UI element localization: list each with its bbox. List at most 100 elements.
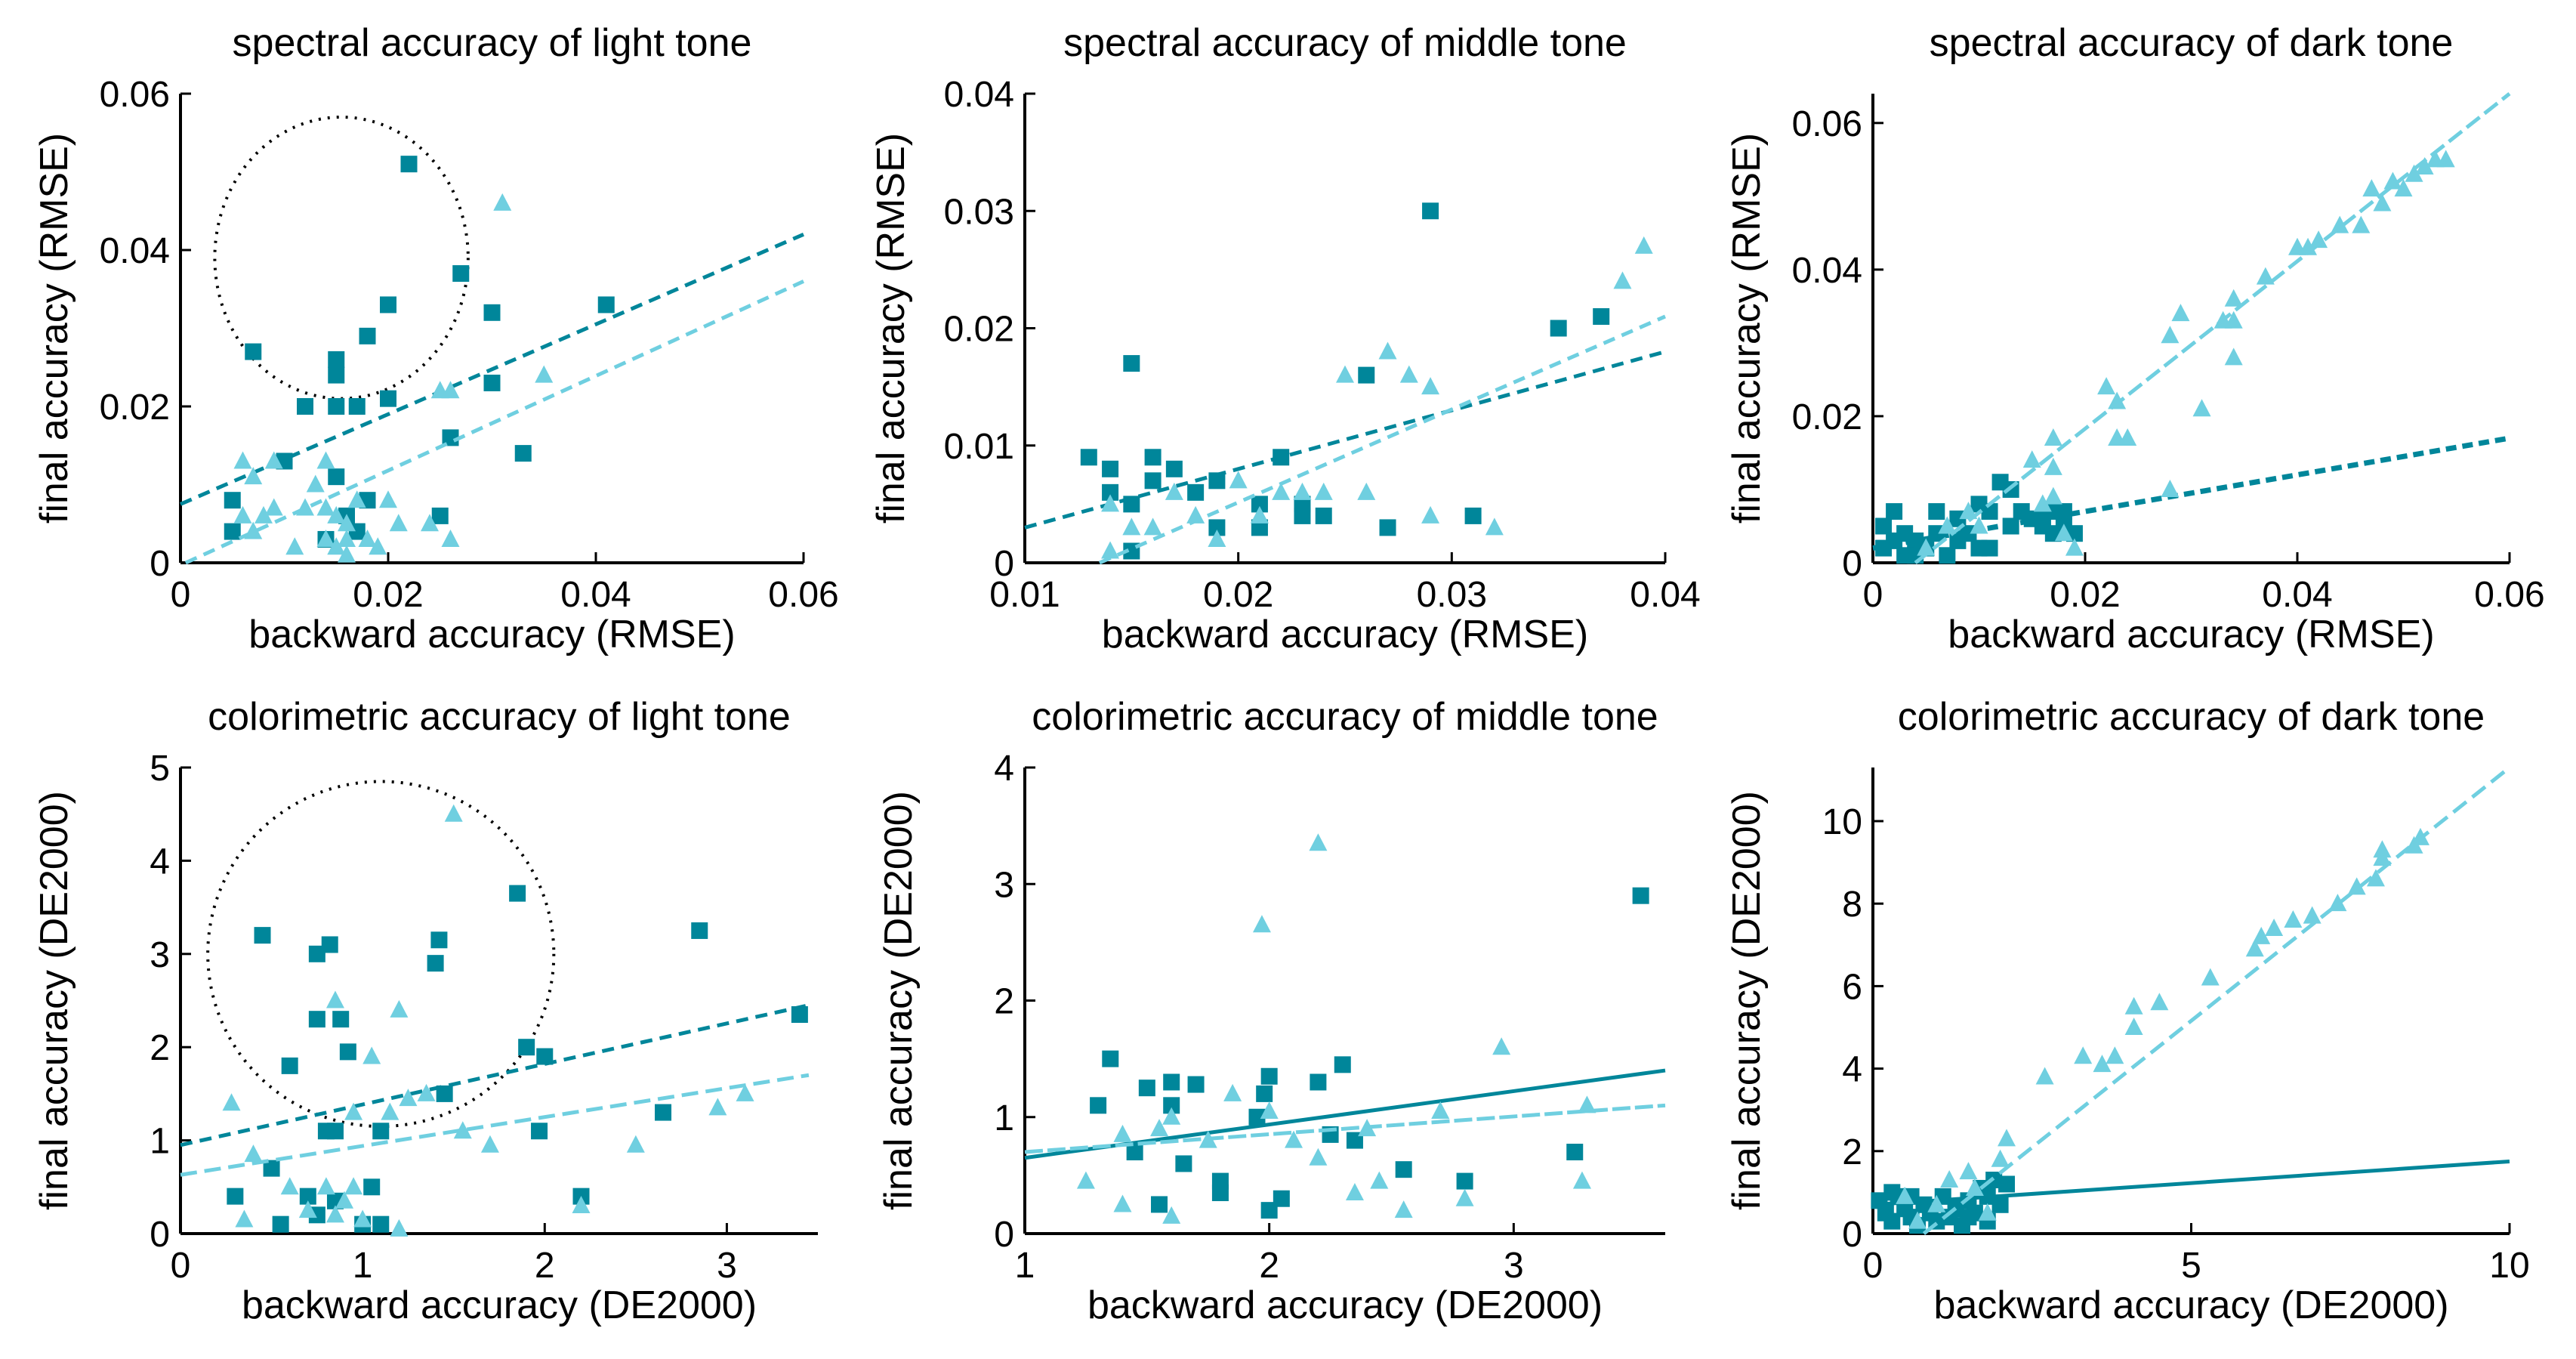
square-marker	[536, 1048, 554, 1065]
triangle-marker	[441, 529, 460, 547]
triangle-marker	[233, 505, 252, 524]
triangle-fit-line	[1914, 92, 2511, 564]
triangle-marker	[362, 1046, 381, 1064]
square-marker	[1211, 1184, 1229, 1202]
triangle-marker	[2161, 479, 2180, 497]
square-marker	[691, 922, 708, 939]
triangle-marker	[264, 498, 283, 516]
triangle-marker	[1927, 1194, 1946, 1212]
triangle-marker	[1357, 482, 1376, 500]
triangle-marker	[444, 804, 463, 822]
triangle-marker	[1101, 494, 1120, 512]
square-marker	[1144, 472, 1162, 490]
square-marker	[1566, 1144, 1584, 1161]
triangle-marker	[2106, 1046, 2124, 1064]
triangle-marker	[1578, 1095, 1597, 1113]
y-tick-label: 0	[1842, 1215, 1862, 1255]
triangle-marker	[441, 381, 460, 399]
square-marker	[348, 398, 366, 415]
square-marker	[483, 374, 501, 391]
triangle-fit-line	[1098, 314, 1666, 565]
triangle-marker	[1336, 365, 1354, 383]
subplot-6: 0 5 10 0 2 4 6 8 10 colorimetric accuracy of dark…	[1725, 695, 2530, 1327]
y-tick-label: 4	[994, 749, 1014, 789]
square-marker	[518, 1039, 535, 1056]
square-marker	[1163, 1097, 1180, 1114]
square-marker	[1256, 1085, 1273, 1102]
square-marker	[1163, 1073, 1180, 1091]
y-tick-label: 0.01	[944, 427, 1014, 467]
triangle-marker	[1314, 482, 1333, 500]
triangle-marker	[708, 1098, 727, 1116]
triangle-marker	[399, 1089, 418, 1107]
y-axis-label: final accuracy (DE2000)	[877, 791, 921, 1210]
square-fit-line	[180, 233, 804, 506]
triangle-marker	[1940, 1170, 1959, 1188]
triangle-marker	[335, 1191, 354, 1209]
square-marker	[1883, 1212, 1901, 1230]
square-marker	[1939, 547, 1956, 564]
triangle-marker	[1229, 471, 1248, 489]
triangle-marker	[736, 1083, 754, 1101]
triangle-marker	[1293, 482, 1312, 500]
triangle-marker	[2108, 391, 2127, 409]
square-marker	[509, 885, 526, 902]
triangle-marker	[390, 999, 409, 1018]
x-axis-label: backward accuracy (RMSE)	[248, 613, 735, 656]
square-marker	[1456, 1172, 1473, 1190]
triangle-marker	[2347, 877, 2366, 895]
square-marker	[1928, 503, 1945, 520]
triangle-marker	[1998, 1129, 2016, 1147]
x-tick-label: 0	[171, 1246, 191, 1286]
triangle-marker	[2033, 494, 2052, 512]
square-marker	[254, 927, 271, 944]
triangle-marker	[235, 1209, 254, 1228]
subplot-title: spectral accuracy of middle tone	[1063, 21, 1627, 65]
triangle-fit-line	[180, 1073, 810, 1177]
y-tick-label: 0.04	[944, 75, 1014, 115]
triangle-marker	[2171, 304, 2190, 322]
triangle-marker	[1572, 1171, 1591, 1189]
x-tick-label: 0.06	[768, 575, 838, 615]
y-tick-label: 0	[994, 1215, 1014, 1255]
square-marker	[1358, 366, 1375, 384]
triangle-marker	[381, 1102, 400, 1120]
x-tick-label: 3	[717, 1246, 737, 1286]
square-marker	[483, 304, 501, 321]
square-marker	[1334, 1056, 1351, 1073]
square-marker	[1550, 320, 1567, 337]
y-tick-label: 0	[150, 544, 170, 584]
square-marker	[1260, 1202, 1278, 1219]
triangle-marker	[1421, 377, 1440, 395]
triangle-marker	[421, 514, 439, 532]
triangle-marker	[2192, 399, 2211, 417]
square-marker	[1998, 1175, 2016, 1193]
triangle-marker	[280, 1177, 299, 1195]
triangle-marker	[2074, 1046, 2093, 1064]
x-tick-label: 0.06	[2474, 575, 2544, 615]
y-tick-label: 3	[150, 935, 170, 975]
triangle-marker	[2124, 996, 2143, 1015]
triangle-marker	[2150, 993, 2169, 1011]
triangle-marker	[264, 451, 283, 469]
triangle-marker	[1978, 1203, 1997, 1221]
triangle-marker	[1492, 1037, 1511, 1055]
square-marker	[328, 351, 345, 368]
square-marker	[1875, 517, 1893, 535]
square-marker	[1123, 355, 1140, 372]
square-marker	[1102, 460, 1119, 477]
triangle-marker	[1959, 502, 1978, 520]
triangle-marker	[1260, 1101, 1279, 1120]
x-tick-label: 1	[353, 1246, 373, 1286]
square-marker	[328, 366, 345, 384]
triangle-marker	[379, 490, 397, 508]
triangle-marker	[306, 474, 325, 493]
triangle-marker	[2044, 457, 2062, 475]
triangle-marker	[1938, 516, 1957, 534]
square-marker	[372, 1123, 390, 1140]
square-marker	[297, 398, 313, 415]
square-marker	[1138, 1079, 1155, 1097]
triangle-marker	[347, 490, 366, 508]
y-tick-label: 1	[150, 1122, 170, 1162]
triangle-marker	[1165, 482, 1183, 500]
